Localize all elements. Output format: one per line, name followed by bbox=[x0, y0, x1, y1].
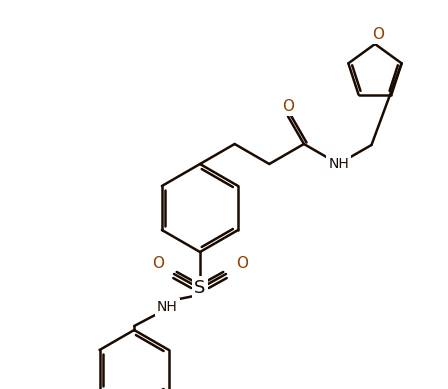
Text: O: O bbox=[282, 99, 294, 114]
Text: O: O bbox=[372, 26, 384, 42]
Text: O: O bbox=[152, 256, 164, 272]
Text: O: O bbox=[236, 256, 248, 272]
Text: NH: NH bbox=[157, 300, 177, 314]
Text: NH: NH bbox=[328, 157, 349, 171]
Text: S: S bbox=[194, 279, 206, 297]
